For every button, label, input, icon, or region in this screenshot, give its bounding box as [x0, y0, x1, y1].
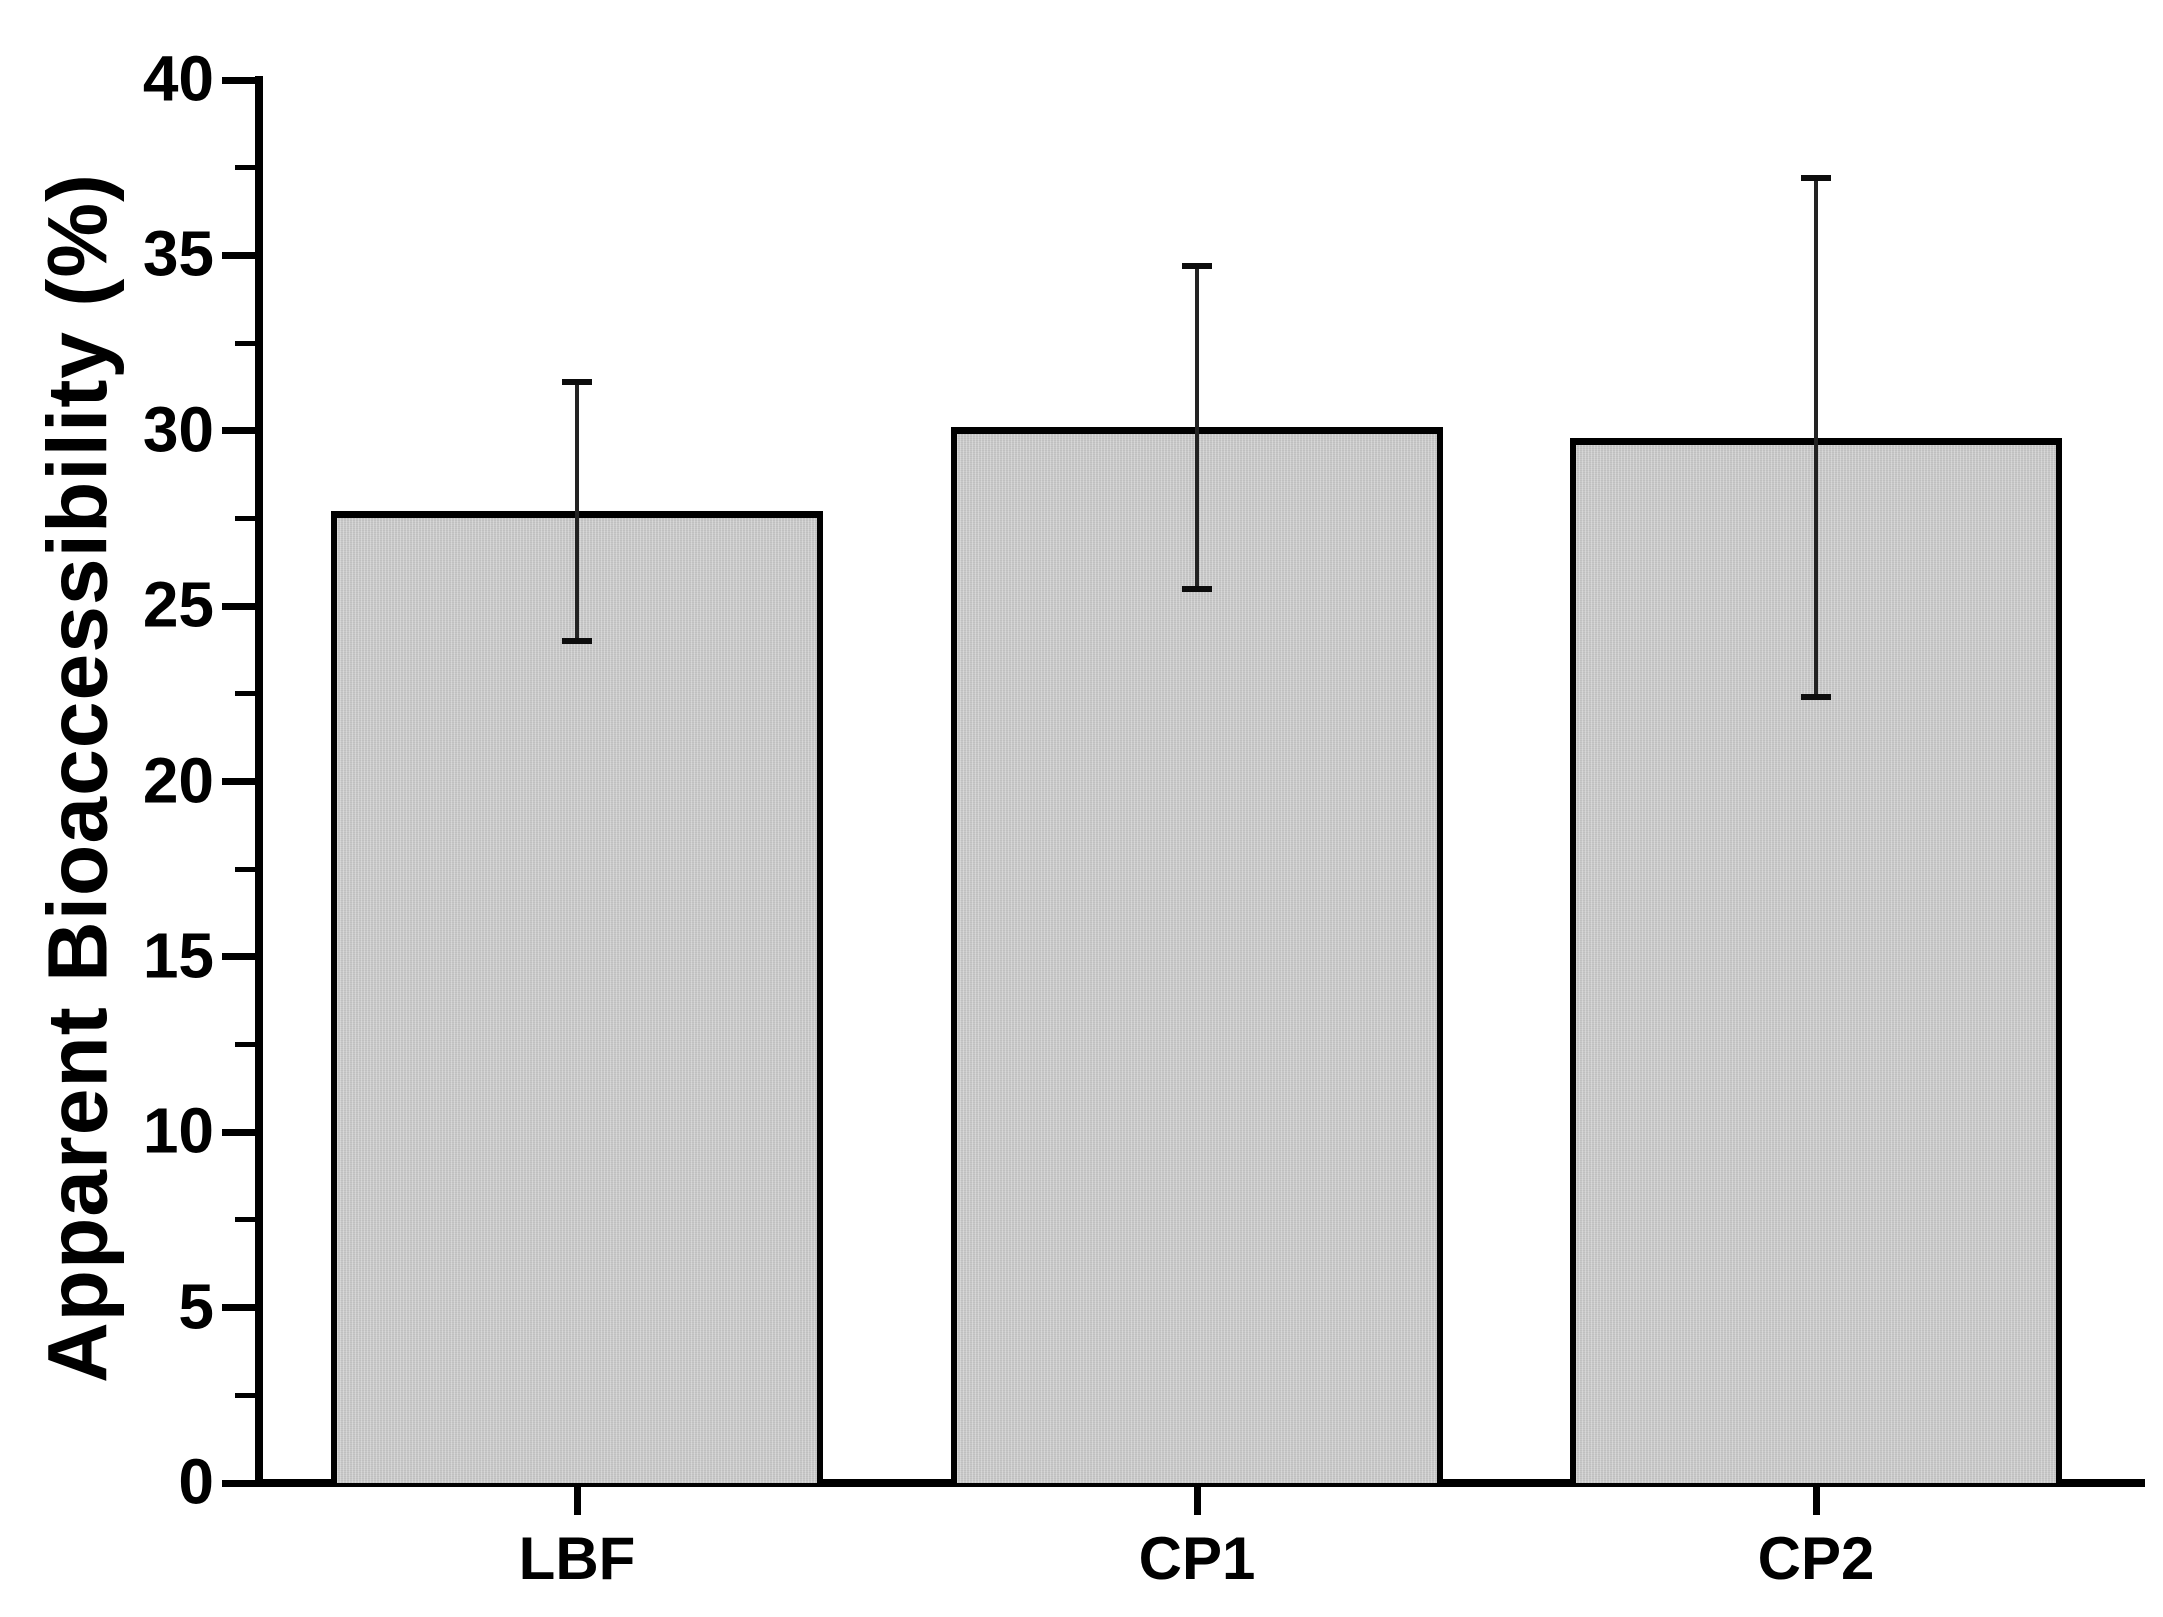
error-bar-cap-bottom	[1182, 586, 1212, 592]
y-minor-tick	[235, 867, 255, 872]
y-minor-tick	[235, 1393, 255, 1398]
x-axis-tick	[574, 1487, 581, 1515]
y-tick-label: 30	[142, 393, 214, 466]
y-axis-line	[255, 76, 263, 1487]
error-bar-cap-bottom	[1801, 694, 1831, 700]
y-major-tick	[222, 77, 255, 84]
y-minor-tick	[235, 165, 255, 170]
error-bar-cap-top	[562, 379, 592, 385]
error-bar-line	[1814, 178, 1818, 697]
y-minor-tick	[235, 691, 255, 696]
y-tick-label: 35	[142, 217, 214, 290]
y-tick-label: 0	[178, 1445, 214, 1518]
y-tick-label: 25	[142, 568, 214, 641]
y-minor-tick	[235, 1217, 255, 1222]
x-category-label: LBF	[518, 1525, 636, 1592]
error-bar-cap-top	[1182, 263, 1212, 269]
y-minor-tick	[235, 1042, 255, 1047]
x-axis-line	[255, 1479, 2145, 1487]
error-bar-cap-top	[1801, 175, 1831, 181]
y-major-tick	[222, 603, 255, 610]
x-category-label: CP1	[1138, 1525, 1256, 1592]
x-category-label: CP2	[1757, 1525, 1875, 1592]
x-axis-tick	[1194, 1487, 1201, 1515]
y-tick-label: 15	[142, 919, 214, 992]
y-tick-label: 20	[142, 744, 214, 817]
y-tick-label: 10	[142, 1094, 214, 1167]
y-major-tick	[222, 953, 255, 960]
y-major-tick	[222, 1304, 255, 1311]
x-axis-tick	[1813, 1487, 1820, 1515]
y-tick-label: 5	[178, 1270, 214, 1343]
bar-cp1	[951, 427, 1443, 1483]
error-bar-line	[1195, 266, 1199, 589]
y-major-tick	[222, 252, 255, 259]
y-minor-tick	[235, 341, 255, 346]
error-bar-line	[575, 382, 579, 642]
y-major-tick	[222, 427, 255, 434]
y-major-tick	[222, 1129, 255, 1136]
y-minor-tick	[235, 516, 255, 521]
y-tick-label: 40	[142, 42, 214, 115]
error-bar-cap-bottom	[562, 638, 592, 644]
y-major-tick	[222, 778, 255, 785]
bar-lbf	[331, 511, 823, 1483]
y-major-tick	[222, 1480, 255, 1487]
